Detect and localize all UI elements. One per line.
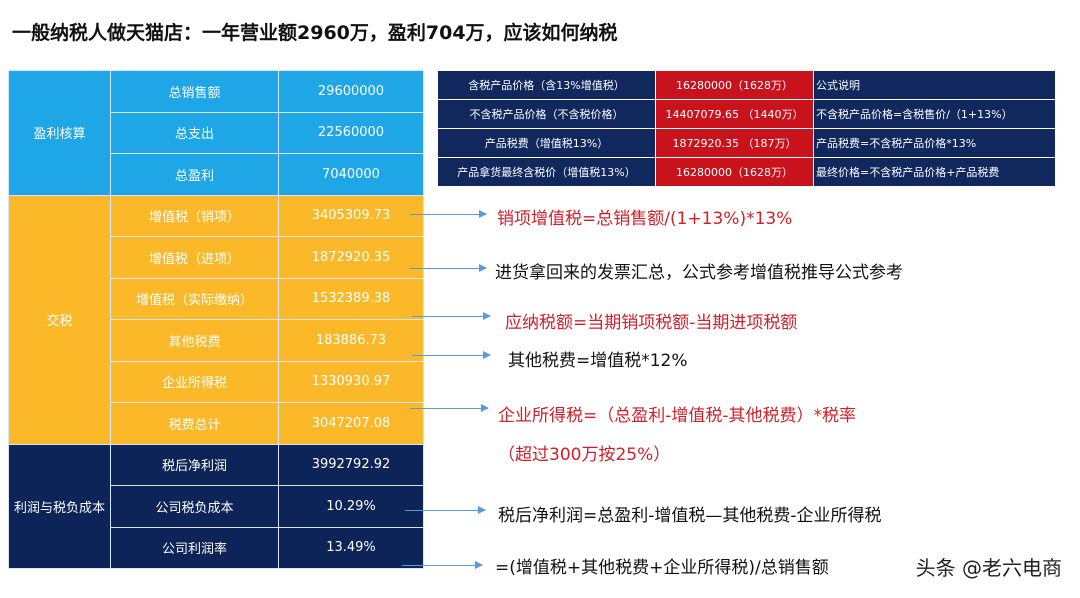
profit-tax-table: 盈利核算 总销售额 29600000 总支出 22560000 总盈利 7040000 … [8,70,424,569]
row-label: 增值税（实际缴纳） [110,277,279,320]
row-value: 3047207.08 [278,402,424,445]
row-label: 增值税（进项） [110,236,279,279]
arrow-icon [412,351,491,359]
row-value: 3992792.92 [278,443,424,486]
watermark: 头条 @老六电商 [915,556,1062,580]
row-label: 其他税费 [110,319,279,362]
row-value: 29600000 [278,70,424,113]
arrow-icon [410,264,487,272]
note-net-profit: 税后净利润=总盈利-增值税—其他税费-企业所得税 [498,506,882,526]
arrow-icon [405,506,486,514]
row-value: 7040000 [278,153,424,196]
row-label: 不含税产品价格（不含税价格） [437,99,656,129]
row-label: 含税产品价格（含13%增值税） [437,70,656,100]
row-label: 公司税负成本 [110,485,279,528]
row-value: 10.29% [278,485,424,528]
row-label: 总销售额 [110,70,279,113]
arrow-icon [410,404,489,412]
note-tax-burden: =(增值税+其他税费+企业所得税)/总销售额 [495,558,829,578]
row-label: 税费总计 [110,402,279,445]
row-label: 企业所得税 [110,360,279,403]
arrow-icon [410,210,487,218]
arrow-icon [402,561,483,569]
row-label: 总盈利 [110,153,279,196]
row-formula: 最终价格=不含税产品价格+产品税费 [813,157,1056,187]
row-label: 产品税费（增值税13%） [437,128,656,158]
row-value: 16280000（1628万） [655,157,814,187]
note-other-tax: 其他税费=增值税*12% [508,351,688,371]
group-label: 盈利核算 [8,70,111,196]
page-title: 一般纳税人做天猫店：一年营业额2960万，盈利704万，应该如何纳税 [12,22,618,44]
price-formula-table: 含税产品价格（含13%增值税） 16280000（1628万） 公式说明 不含税产品… [437,70,1056,187]
row-value: 22560000 [278,111,424,154]
row-value: 183886.73 [278,319,424,362]
note-income-tax-rate: （超过300万按25%） [498,445,671,465]
row-value: 1532389.38 [278,277,424,320]
row-label: 税后净利润 [110,443,279,486]
row-formula: 公式说明 [813,70,1056,100]
row-value: 1330930.97 [278,360,424,403]
group-label: 利润与税负成本 [8,443,111,569]
arrow-icon [412,312,491,320]
row-formula: 产品税费=不含税产品价格*13% [813,128,1056,158]
row-value: 14407079.65 （1440万） [655,99,814,129]
row-value: 13.49% [278,526,424,569]
note-payable-vat: 应纳税额=当期销项税额-当期进项税额 [505,313,798,333]
row-label: 产品拿货最终含税价（增值税13%） [437,157,656,187]
row-value: 16280000（1628万） [655,70,814,100]
row-value: 1872920.35 （187万） [655,128,814,158]
note-input-vat: 进货拿回来的发票汇总，公式参考增值税推导公式参考 [495,263,903,283]
row-label: 增值税（销项） [110,194,279,237]
row-label: 总支出 [110,111,279,154]
group-label: 交税 [8,194,111,445]
row-value: 1872920.35 [278,236,424,279]
row-label: 公司利润率 [110,526,279,569]
note-income-tax: 企业所得税=（总盈利-增值税-其他税费）*税率 [498,406,857,426]
row-formula: 不含税产品价格=含税售价/（1+13%） [813,99,1056,129]
note-output-vat: 销项增值税=总销售额/(1+13%)*13% [497,209,793,229]
row-value: 3405309.73 [278,194,424,237]
